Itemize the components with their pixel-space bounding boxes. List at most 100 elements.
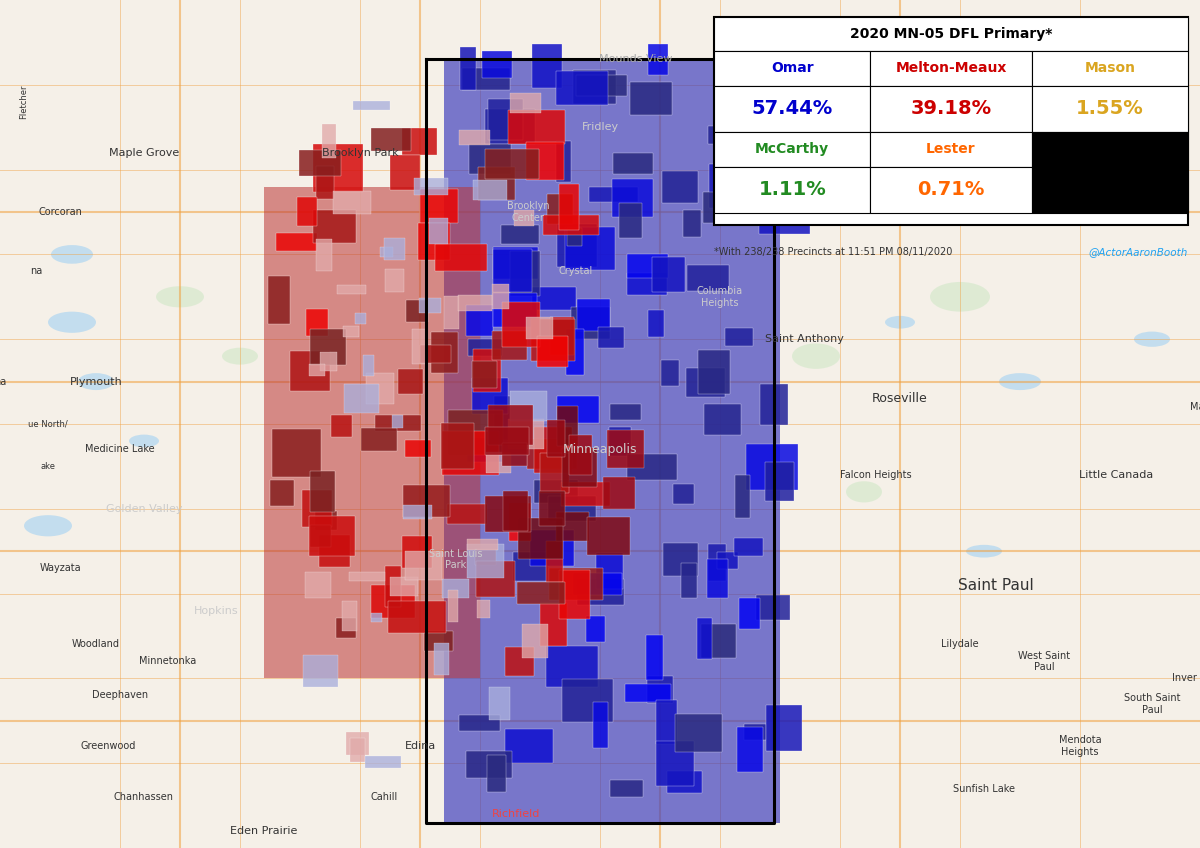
Text: Greenwood: Greenwood — [80, 741, 136, 751]
Bar — [766, 461, 794, 501]
Bar — [540, 453, 569, 494]
Bar — [264, 187, 480, 678]
Bar — [402, 128, 438, 155]
Bar — [458, 716, 499, 731]
Ellipse shape — [886, 316, 916, 329]
Bar — [725, 328, 752, 346]
Bar — [385, 566, 401, 607]
Bar — [548, 568, 604, 600]
Bar — [404, 551, 442, 580]
Bar — [516, 582, 565, 604]
Text: Fridley: Fridley — [582, 122, 618, 132]
Text: New Bri: New Bri — [737, 207, 775, 217]
Text: Brooklyn Park: Brooklyn Park — [322, 148, 398, 158]
Ellipse shape — [966, 545, 1002, 558]
Bar — [510, 391, 546, 421]
Bar — [475, 549, 496, 565]
Text: Fletcher: Fletcher — [19, 85, 29, 119]
Text: ake: ake — [41, 462, 55, 471]
Text: Saint Paul: Saint Paul — [958, 577, 1034, 593]
Bar — [610, 427, 631, 456]
Bar — [444, 296, 458, 329]
Text: Saint Anthony: Saint Anthony — [764, 334, 844, 344]
Bar — [612, 180, 653, 216]
Bar — [272, 428, 322, 477]
Bar — [662, 170, 698, 203]
Text: Lilydale: Lilydale — [941, 639, 979, 650]
Bar — [492, 331, 527, 360]
Bar — [714, 17, 1188, 51]
Bar — [619, 203, 642, 237]
Text: Minneapolis: Minneapolis — [563, 443, 637, 456]
Bar — [559, 184, 580, 230]
Text: Brooklyn
Center: Brooklyn Center — [506, 201, 550, 223]
Bar — [310, 471, 335, 512]
Bar — [310, 329, 347, 365]
Bar — [653, 257, 685, 293]
Bar — [384, 238, 406, 259]
Bar — [365, 756, 401, 767]
Bar — [602, 477, 635, 510]
Bar — [656, 741, 694, 786]
Bar — [313, 210, 356, 243]
Bar — [510, 92, 541, 113]
Bar — [485, 109, 535, 143]
Text: Corcoran: Corcoran — [38, 207, 82, 217]
Bar — [527, 317, 553, 339]
Bar — [462, 68, 510, 90]
Bar — [566, 329, 583, 375]
Bar — [299, 150, 341, 176]
Bar — [305, 572, 330, 598]
Bar — [392, 416, 403, 428]
Bar — [505, 728, 553, 762]
Bar — [587, 516, 630, 555]
Bar — [593, 702, 608, 748]
Bar — [448, 590, 458, 622]
Text: 39.18%: 39.18% — [911, 99, 991, 119]
Ellipse shape — [930, 282, 990, 312]
Text: West Saint
Paul: West Saint Paul — [1018, 650, 1070, 672]
Bar — [503, 491, 528, 532]
Bar — [736, 475, 750, 518]
Bar — [442, 578, 469, 599]
Bar — [551, 316, 575, 354]
Bar — [540, 603, 566, 646]
Text: Saint Louis
Park: Saint Louis Park — [430, 549, 482, 571]
Bar — [366, 373, 394, 404]
Bar — [766, 706, 802, 751]
Text: Minnetonka: Minnetonka — [139, 656, 197, 667]
Bar — [467, 438, 503, 462]
Bar — [460, 47, 476, 90]
Bar — [404, 439, 431, 457]
Bar — [485, 148, 539, 179]
Bar — [493, 247, 538, 279]
Bar — [474, 349, 502, 392]
Text: Maple Grove: Maple Grove — [109, 148, 179, 158]
Bar — [714, 51, 870, 86]
Text: 2020 MN-05 DFL Primary*: 2020 MN-05 DFL Primary* — [850, 27, 1052, 41]
Bar — [569, 435, 592, 475]
Text: na: na — [30, 266, 42, 276]
Bar — [478, 167, 515, 200]
Text: Mason: Mason — [1085, 61, 1135, 75]
Bar — [443, 431, 498, 475]
Text: Chanhassen: Chanhassen — [114, 792, 174, 802]
Bar — [434, 643, 449, 675]
Bar — [598, 327, 624, 348]
Bar — [697, 618, 712, 659]
Bar — [319, 535, 349, 566]
Text: Map: Map — [1189, 402, 1200, 412]
Text: Lester: Lester — [926, 142, 976, 156]
Bar — [493, 248, 532, 292]
Bar — [418, 223, 450, 259]
Bar — [508, 110, 565, 144]
Bar — [488, 687, 510, 719]
Text: @ActorAaronBooth: @ActorAaronBooth — [1088, 247, 1188, 257]
Bar — [419, 298, 442, 313]
Text: Inver Grove: Inver Grove — [1171, 673, 1200, 683]
Bar — [870, 166, 1032, 214]
Ellipse shape — [792, 343, 840, 369]
Bar — [716, 552, 738, 569]
Text: Mounds View: Mounds View — [599, 54, 673, 64]
Bar — [514, 552, 548, 581]
